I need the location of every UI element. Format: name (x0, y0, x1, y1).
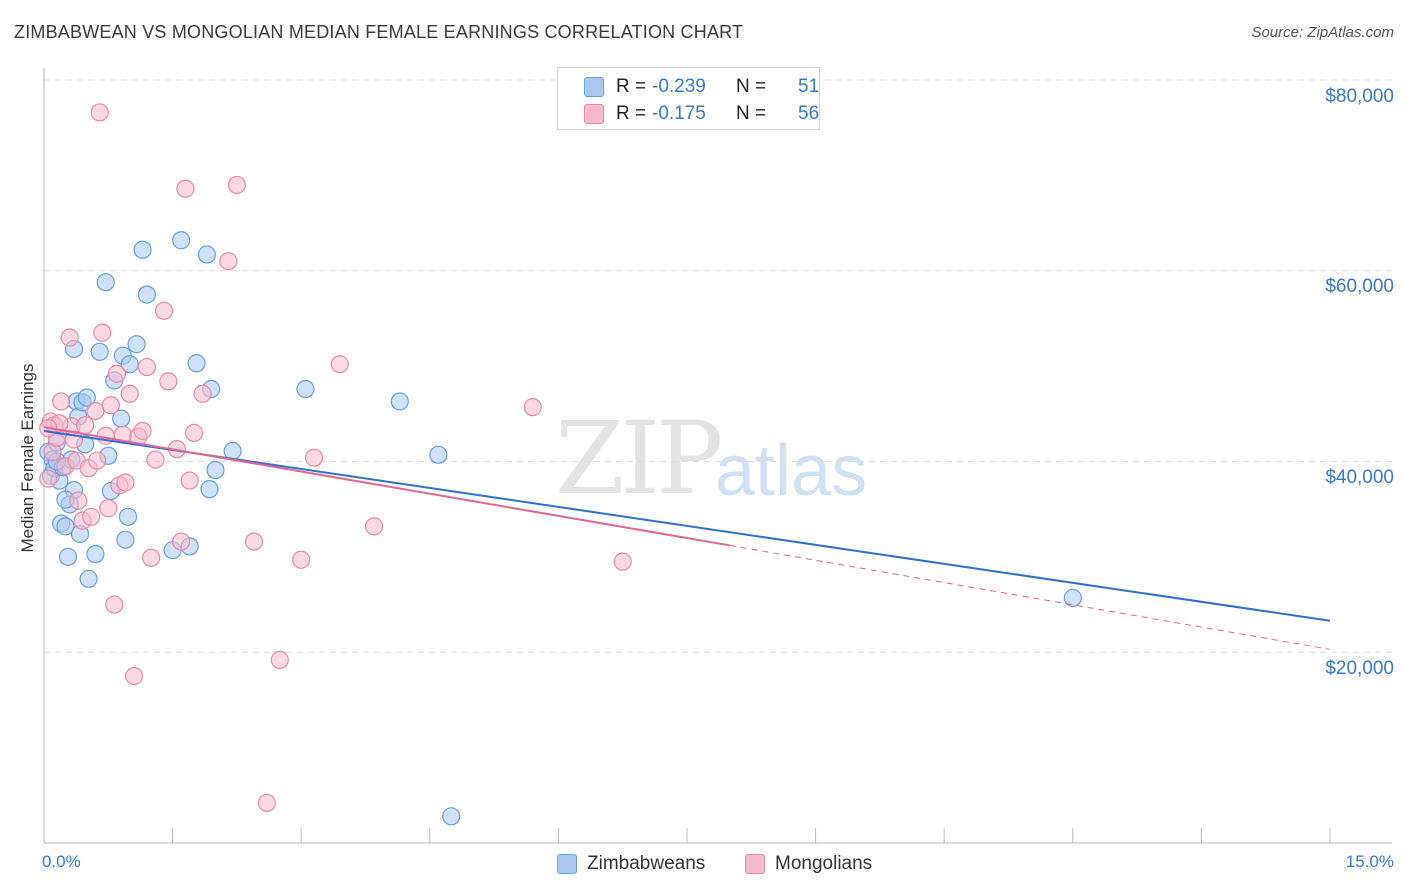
bottom-legend-zimbabweans: Zimbabweans (557, 852, 705, 876)
point-zimbabweans (390, 392, 409, 411)
x-tick-min: 0.0% (42, 852, 81, 871)
legend-r-label: R = (616, 103, 647, 124)
legend-r-value: -0.175 (652, 103, 706, 124)
trend-line-zimbabweans (43, 429, 1331, 622)
point-zimbabweans (429, 445, 448, 464)
y-tick-40000: $40,000 (1325, 467, 1394, 488)
point-zimbabweans (118, 507, 138, 526)
legend-r-label: R = (616, 76, 647, 97)
bottom-legend-mongolians: Mongolians (745, 852, 872, 876)
point-zimbabweans (120, 355, 139, 374)
point-mongolians (93, 323, 112, 342)
point-zimbabweans (197, 245, 216, 264)
legend-r-value: -0.239 (652, 76, 706, 97)
point-mongolians (60, 328, 79, 347)
point-mongolians (120, 384, 139, 403)
point-zimbabweans (79, 569, 98, 588)
point-mongolians (184, 423, 204, 442)
point-mongolians (523, 398, 542, 417)
point-zimbabweans (96, 273, 115, 292)
point-mongolians (219, 252, 238, 271)
point-mongolians (146, 450, 165, 469)
point-mongolians (304, 448, 324, 467)
point-mongolians (292, 550, 311, 569)
point-mongolians (176, 179, 195, 198)
point-mongolians (613, 552, 632, 571)
point-mongolians (76, 416, 95, 435)
point-mongolians (39, 469, 58, 488)
point-mongolians (116, 473, 135, 492)
legend-swatch-zimbabweans (584, 77, 604, 97)
y-tick-60000: $60,000 (1325, 276, 1394, 297)
point-mongolians (99, 499, 118, 518)
point-zimbabweans (172, 231, 191, 250)
point-mongolians (107, 364, 126, 383)
point-mongolians (244, 532, 264, 551)
legend-n-value: 51 (798, 76, 820, 97)
chart-title: ZIMBABWEAN VS MONGOLIAN MEDIAN FEMALE EA… (14, 22, 744, 42)
point-mongolians (105, 595, 124, 614)
source-credit: Source: ZipAtlas.com (1251, 24, 1394, 41)
point-mongolians (142, 548, 161, 567)
point-mongolians (52, 392, 71, 411)
point-zimbabweans (187, 354, 206, 373)
legend-n-value: 56 (798, 103, 820, 124)
bottom-legend-swatch-mongolians (745, 854, 765, 874)
watermark-zip: ZIP (555, 400, 723, 517)
trend-line-mongolians (43, 426, 731, 547)
legend-n-label: N = (736, 103, 767, 124)
bottom-legend-label-mongolians: Mongolians (775, 853, 873, 874)
point-mongolians (227, 175, 246, 195)
point-zimbabweans (206, 460, 225, 480)
point-zimbabweans (127, 335, 146, 354)
y-tick-20000: $20,000 (1325, 658, 1394, 679)
point-zimbabweans (77, 388, 96, 407)
point-zimbabweans (133, 240, 152, 259)
point-mongolians (180, 471, 199, 490)
point-zimbabweans (137, 285, 156, 304)
point-mongolians (154, 301, 174, 320)
point-zimbabweans (90, 342, 109, 361)
point-mongolians (69, 491, 88, 510)
point-zimbabweans (296, 379, 315, 399)
point-mongolians (330, 355, 349, 374)
point-mongolians (270, 650, 289, 669)
point-mongolians (90, 103, 109, 122)
x-tick-max: 15.0% (1345, 852, 1394, 871)
trend-line-mongolians (729, 544, 1331, 650)
point-zimbabweans (116, 530, 135, 549)
point-zimbabweans (1063, 588, 1082, 607)
legend-swatch-mongolians (584, 104, 604, 124)
point-mongolians (82, 507, 101, 526)
correlation-legend: R = -0.239 N = 51 R = -0.175 N = 56 (557, 67, 820, 130)
y-axis-label: Median Female Earnings (18, 363, 37, 553)
point-mongolians (101, 396, 120, 415)
watermark-atlas: atlas (715, 431, 868, 511)
point-mongolians (133, 421, 152, 441)
point-zimbabweans (86, 544, 105, 564)
legend-n-label: N = (736, 76, 767, 97)
y-tick-80000: $80,000 (1325, 86, 1394, 107)
bottom-legend-swatch-zimbabweans (557, 854, 577, 874)
point-mongolians (124, 666, 144, 686)
point-mongolians (193, 384, 212, 403)
point-mongolians (159, 372, 178, 391)
point-zimbabweans (56, 517, 75, 536)
point-mongolians (172, 532, 191, 551)
point-mongolians (257, 793, 277, 813)
point-mongolians (88, 451, 107, 470)
point-zimbabweans (58, 547, 78, 566)
point-mongolians (86, 401, 105, 421)
point-zimbabweans (442, 807, 461, 826)
point-mongolians (137, 357, 156, 377)
point-zimbabweans (200, 480, 219, 499)
bottom-legend-label-zimbabweans: Zimbabweans (587, 853, 706, 874)
point-mongolians (364, 517, 384, 536)
